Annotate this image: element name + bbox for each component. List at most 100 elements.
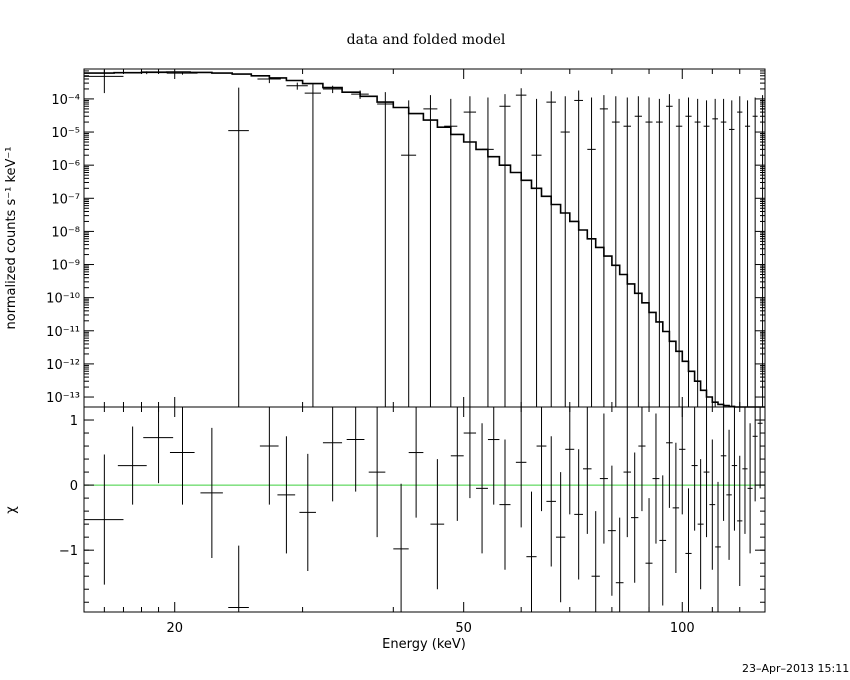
residual-point <box>703 407 710 538</box>
data-point <box>228 87 249 407</box>
model-step-line <box>84 71 765 408</box>
residual-point <box>599 413 608 544</box>
data-point <box>623 97 632 407</box>
residual-point <box>607 465 616 596</box>
residual-point <box>715 481 721 612</box>
residual-point <box>726 429 732 560</box>
data-point <box>482 97 494 407</box>
residual-point <box>697 459 704 590</box>
upper-y-ticks: 10⁻¹³ 10⁻¹² 10⁻¹¹ 10⁻¹⁰ 10⁻⁹ 10⁻⁸ 10⁻⁷ 10⁻⁶ 10⁻⁵… <box>46 68 765 406</box>
upper-panel: 10⁻¹³ 10⁻¹² 10⁻¹¹ 10⁻¹⁰ 10⁻⁹ 10⁻⁸ 10⁻⁷ 10⁻⁶ 10⁻⁵… <box>46 68 766 408</box>
residual-point <box>169 407 195 505</box>
upper-y-tick-label: 10⁻⁵ <box>51 126 80 141</box>
data-point <box>515 88 527 407</box>
residual-point <box>546 436 556 567</box>
upper-y-tick-label: 10⁻¹² <box>46 358 80 373</box>
residual-point <box>117 426 147 505</box>
data-point <box>423 95 438 407</box>
residual-point <box>463 407 477 499</box>
residual-point <box>200 427 223 558</box>
upper-y-tick-label: 10⁻¹⁰ <box>46 292 80 307</box>
residual-point <box>565 407 575 515</box>
data-point <box>574 90 584 407</box>
data-point <box>499 94 511 407</box>
residual-point <box>638 407 646 512</box>
data-point <box>322 85 343 94</box>
x-tick-label: 50 <box>455 621 472 636</box>
data-point <box>401 100 417 407</box>
residual-point <box>322 407 343 502</box>
residual-point <box>691 407 698 531</box>
data-point <box>720 98 727 407</box>
data-point <box>645 97 653 407</box>
data-point <box>351 90 369 99</box>
upper-x-ticks <box>83 69 766 407</box>
residual-point <box>408 407 424 518</box>
residual-point <box>574 449 584 580</box>
data-point <box>546 91 556 407</box>
residual-point <box>591 511 600 612</box>
data-point <box>599 95 608 407</box>
x-tick-label: 20 <box>166 621 183 636</box>
residual-point <box>672 442 680 573</box>
residual-point <box>536 407 547 512</box>
residual-point <box>228 545 249 612</box>
upper-y-tick-label: 10⁻⁴ <box>51 93 80 108</box>
data-point <box>463 96 477 407</box>
residual-points <box>84 407 763 612</box>
data-point <box>531 98 542 407</box>
lower-panel-frame <box>83 406 766 613</box>
residual-point <box>752 407 758 502</box>
residual-point <box>476 423 488 554</box>
residual-point <box>731 407 738 531</box>
upper-y-tick-label: 10⁻¹³ <box>46 391 80 406</box>
data-point <box>286 82 308 90</box>
lower-x-ticks: 20 50 100 <box>83 407 766 636</box>
data-point <box>703 100 710 407</box>
upper-y-axis-label: normalized counts s⁻¹ keV⁻¹ <box>4 147 19 330</box>
residual-point <box>450 407 464 521</box>
residual-point <box>346 407 365 492</box>
lower-y-tick-label: 1 <box>70 414 78 429</box>
x-tick-label: 100 <box>670 621 695 636</box>
residual-point <box>615 517 624 612</box>
residual-point <box>679 407 686 515</box>
data-point <box>304 84 321 407</box>
data-point <box>744 100 751 407</box>
residual-point <box>685 488 692 612</box>
data-points <box>84 69 765 407</box>
data-point <box>752 97 758 407</box>
data-point <box>560 96 570 407</box>
data-point <box>737 96 743 407</box>
residual-point <box>515 407 527 528</box>
data-point <box>666 94 673 407</box>
residual-point <box>368 407 386 538</box>
data-point <box>444 98 458 407</box>
residual-point <box>757 407 763 489</box>
lower-y-ticks: −1 0 1 <box>59 406 765 603</box>
residual-point <box>259 407 279 505</box>
lower-y-axis-label: χ <box>4 506 19 514</box>
model-step-curve <box>84 71 765 408</box>
residual-point <box>666 407 673 508</box>
data-point <box>166 71 198 75</box>
lower-panel: −1 0 1 20 50 100 <box>59 406 766 636</box>
upper-y-tick-label: 10⁻⁶ <box>51 159 80 174</box>
timestamp: 23–Apr–2013 15:11 <box>742 662 850 675</box>
chart-title: data and folded model <box>347 32 506 48</box>
residual-point <box>526 491 537 612</box>
residual-point <box>645 498 653 612</box>
data-point <box>685 97 692 407</box>
residual-point <box>393 483 409 612</box>
data-point <box>694 98 701 407</box>
residual-point <box>430 459 445 590</box>
upper-y-tick-label: 10⁻¹¹ <box>46 325 80 340</box>
data-point <box>123 71 169 75</box>
data-point <box>257 75 281 84</box>
residual-point <box>631 452 639 583</box>
residual-point <box>143 407 174 484</box>
residual-point <box>555 472 566 603</box>
upper-y-tick-label: 10⁻⁸ <box>51 225 80 240</box>
data-point <box>634 96 642 407</box>
residual-point <box>623 407 632 538</box>
